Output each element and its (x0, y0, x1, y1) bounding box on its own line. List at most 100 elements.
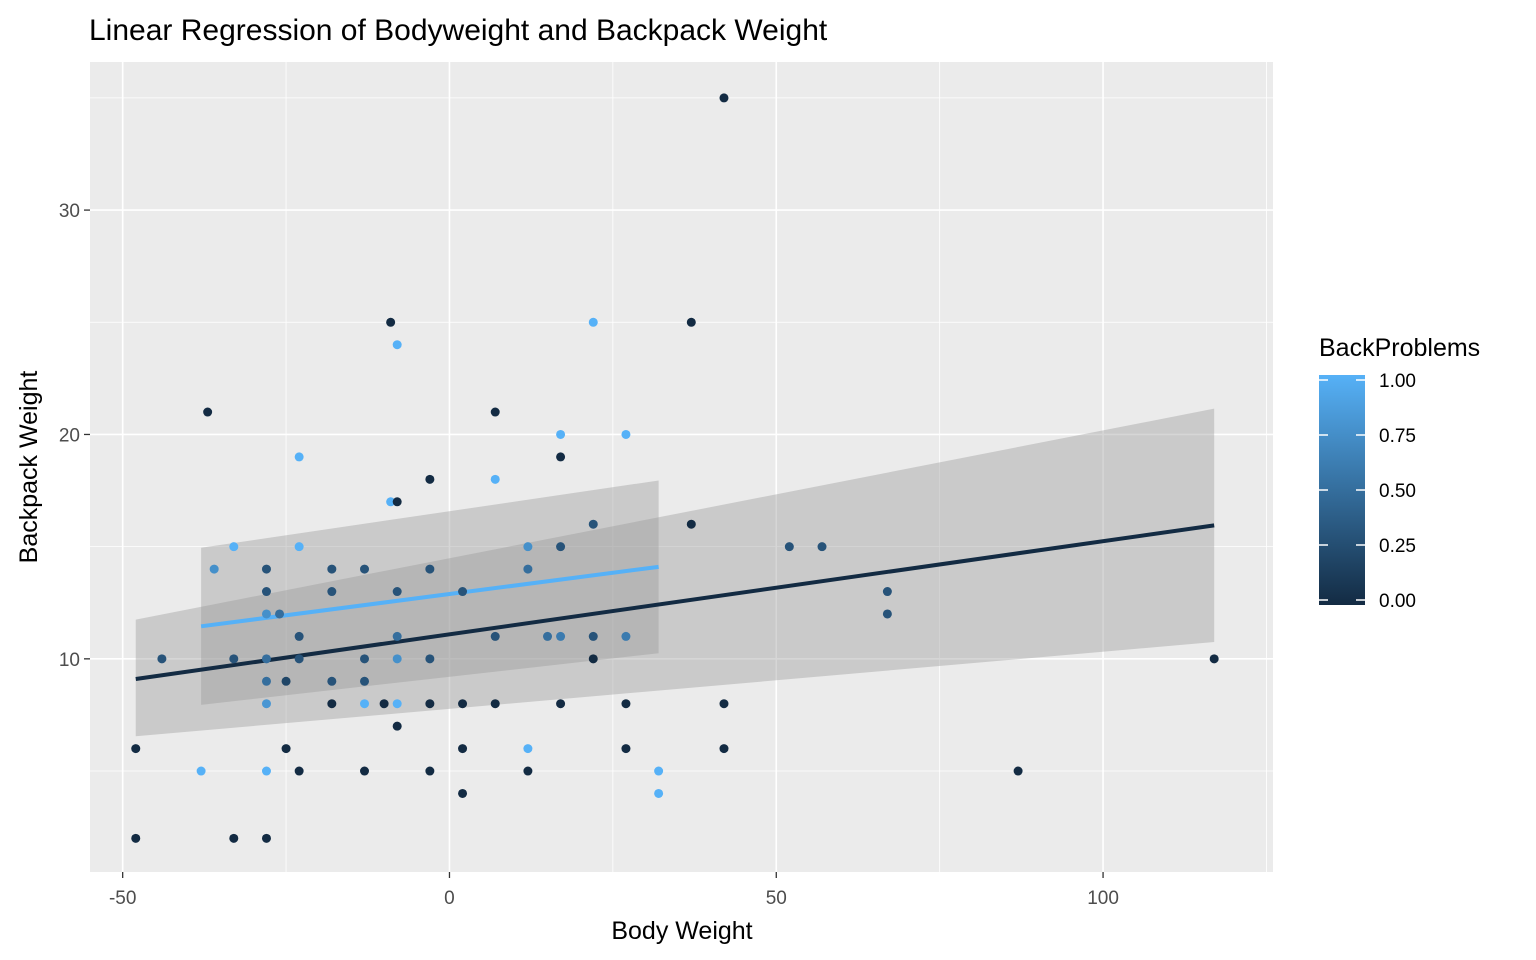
legend: BackProblems 0.00 0.25 0.50 0.75 1.00 (1319, 334, 1480, 612)
data-point (229, 542, 239, 552)
data-points (131, 93, 1219, 843)
data-point (294, 766, 304, 776)
data-point (261, 766, 271, 776)
data-point (621, 631, 631, 641)
data-point (327, 676, 337, 686)
data-point (261, 587, 271, 597)
data-point (490, 474, 500, 484)
data-point (392, 699, 402, 709)
data-point (1209, 654, 1219, 664)
data-point (294, 654, 304, 664)
data-point (261, 564, 271, 574)
data-point (131, 833, 141, 843)
data-point (686, 317, 696, 327)
data-point (392, 497, 402, 507)
data-point (379, 699, 389, 709)
data-point (543, 631, 553, 641)
colorbar-label: 0.75 (1379, 426, 1416, 447)
data-point (392, 587, 402, 597)
data-point (654, 788, 664, 798)
data-point (882, 587, 892, 597)
data-point (523, 766, 533, 776)
data-point (196, 766, 206, 776)
colorbar-ticks: 0.00 0.25 0.50 0.75 1.00 (1319, 371, 1416, 612)
data-point (360, 699, 370, 709)
data-point (556, 452, 566, 462)
data-point (392, 654, 402, 664)
x-tick-label: 0 (444, 888, 455, 909)
data-point (621, 429, 631, 439)
data-point (719, 699, 729, 709)
legend-title: BackProblems (1319, 334, 1480, 362)
y-tick-label: 20 (59, 425, 80, 446)
data-point (458, 699, 468, 709)
data-point (425, 564, 435, 574)
data-point (588, 317, 598, 327)
confidence-band (135, 408, 1215, 737)
data-point (203, 407, 213, 417)
data-point (294, 631, 304, 641)
data-point (327, 564, 337, 574)
data-point (425, 766, 435, 776)
data-point (523, 564, 533, 574)
regression-line (135, 523, 1215, 682)
data-point (281, 676, 291, 686)
data-point (360, 564, 370, 574)
confidence-bands (135, 408, 1215, 737)
data-point (261, 699, 271, 709)
data-point (392, 631, 402, 641)
data-point (360, 676, 370, 686)
data-point (588, 631, 598, 641)
x-tick-label: -50 (109, 888, 136, 909)
data-point (294, 452, 304, 462)
data-point (209, 564, 219, 574)
data-point (490, 407, 500, 417)
data-point (294, 542, 304, 552)
data-point (261, 676, 271, 686)
data-point (1013, 766, 1023, 776)
data-point (386, 497, 396, 507)
data-point (425, 699, 435, 709)
data-point (261, 654, 271, 664)
data-point (523, 542, 533, 552)
data-point (229, 654, 239, 664)
x-axis-title: Body Weight (611, 917, 752, 945)
data-point (588, 654, 598, 664)
chart-title: Linear Regression of Bodyweight and Back… (89, 14, 828, 47)
y-axis-title: Backpack Weight (15, 371, 43, 564)
data-point (425, 474, 435, 484)
y-tick-label: 10 (59, 650, 80, 671)
data-point (386, 317, 396, 327)
data-point (458, 744, 468, 754)
data-point (556, 699, 566, 709)
data-point (686, 519, 696, 529)
data-point (275, 609, 285, 619)
data-point (719, 93, 729, 103)
x-axis-ticks: -50 0 50 100 (109, 872, 1119, 909)
data-point (654, 766, 664, 776)
data-point (458, 788, 468, 798)
data-point (719, 744, 729, 754)
colorbar-label: 0.50 (1379, 481, 1416, 502)
x-tick-label: 100 (1087, 888, 1119, 909)
colorbar-label: 0.00 (1379, 591, 1416, 612)
data-point (490, 699, 500, 709)
data-point (621, 699, 631, 709)
data-point (360, 654, 370, 664)
data-point (556, 429, 566, 439)
data-point (360, 766, 370, 776)
data-point (425, 654, 435, 664)
data-point (588, 519, 598, 529)
data-point (131, 744, 141, 754)
y-axis-ticks: 10 20 30 (59, 201, 90, 671)
data-point (281, 744, 291, 754)
data-point (882, 609, 892, 619)
y-tick-label: 30 (59, 201, 80, 222)
data-point (392, 340, 402, 350)
data-point (784, 542, 794, 552)
data-point (523, 744, 533, 754)
data-point (392, 721, 402, 731)
data-point (327, 699, 337, 709)
data-point (556, 542, 566, 552)
